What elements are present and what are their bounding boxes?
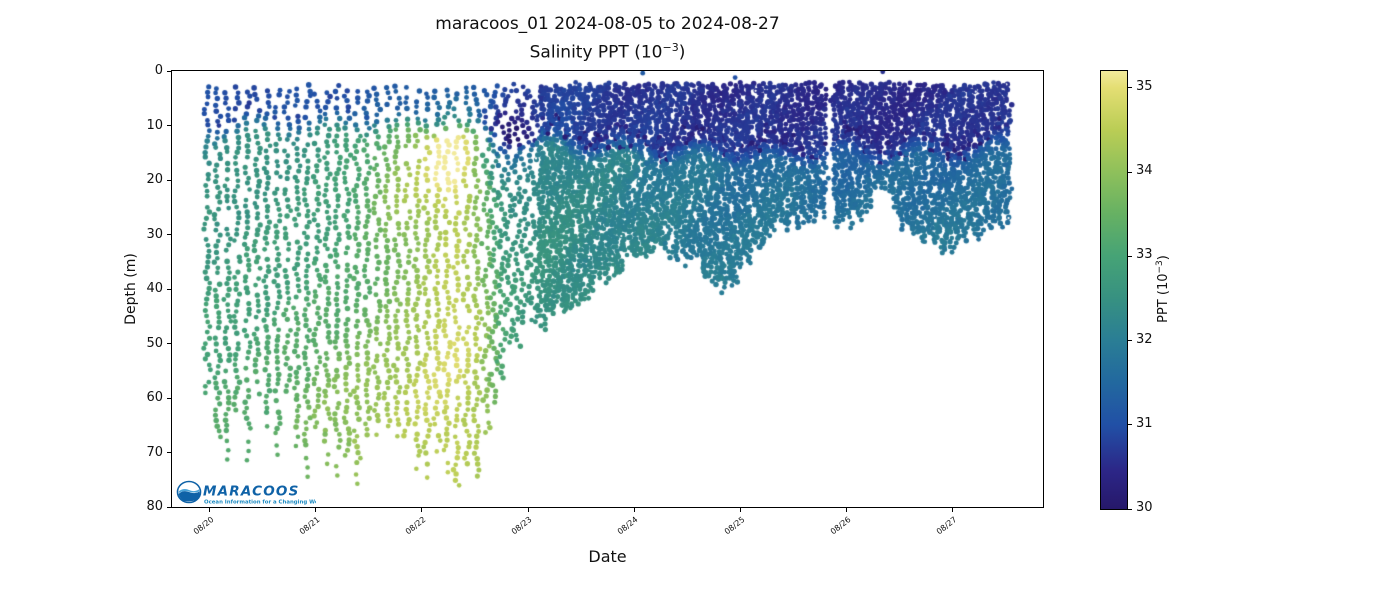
- colorbar-tick-label: 30: [1136, 500, 1153, 515]
- chart-title: maracoos_01 2024-08-05 to 2024-08-27: [172, 13, 1043, 36]
- y-tick-label: 60: [146, 390, 163, 405]
- colorbar-tick-label: 33: [1136, 247, 1153, 263]
- colorbar-tick-mark: [1128, 171, 1132, 173]
- maracoos-logo-tagline: Ocean Information for a Changing World: [204, 500, 316, 506]
- salinity-scatter-canvas: [172, 71, 1043, 507]
- y-tick-label: 10: [146, 117, 163, 133]
- colorbar-label-prefix: PPT (10: [1156, 273, 1172, 323]
- y-tick-label: 40: [146, 281, 163, 296]
- y-tick-mark: [167, 452, 171, 453]
- y-tick-mark: [167, 179, 171, 181]
- colorbar-tick-mark: [1128, 255, 1132, 257]
- x-tick-label: 08/27: [934, 515, 959, 537]
- y-tick-label: 70: [146, 444, 163, 460]
- maracoos-wave-icon: [176, 480, 202, 504]
- chart-subtitle-prefix: Salinity PPT (10: [529, 42, 663, 63]
- colorbar-tick-mark: [1128, 508, 1132, 510]
- y-tick-mark: [167, 125, 171, 126]
- colorbar-tick-mark: [1128, 424, 1132, 426]
- colorbar-label: PPT (10−3): [1155, 255, 1171, 323]
- y-tick-mark: [167, 506, 171, 508]
- maracoos-logo-text: MARACOOS: [203, 484, 300, 500]
- colorbar-label-suffix: ): [1156, 255, 1172, 261]
- chart-subtitle-exponent: −3: [662, 41, 679, 54]
- x-tick-mark: [740, 508, 741, 512]
- x-tick-mark: [952, 508, 954, 512]
- colorbar-tick-mark: [1128, 340, 1132, 342]
- chart-subtitle-suffix: ): [678, 42, 686, 63]
- maracoos-logo: MARACOOS Ocean Information for a Changin…: [176, 480, 316, 506]
- y-tick-label: 80: [146, 499, 163, 514]
- x-tick-mark: [315, 508, 317, 512]
- y-tick-label: 30: [146, 226, 163, 242]
- x-tick-label: 08/24: [616, 515, 640, 537]
- y-tick-mark: [167, 397, 171, 399]
- x-axis-label: Date: [588, 547, 627, 566]
- x-tick-label: 08/25: [722, 515, 747, 537]
- chart-title-text: maracoos_01 2024-08-05 to 2024-08-27: [435, 14, 780, 34]
- y-tick-label: 20: [146, 172, 163, 187]
- x-tick-label: 08/26: [828, 515, 853, 537]
- x-tick-label: 08/23: [509, 515, 534, 537]
- colorbar-tick-label: 34: [1136, 163, 1153, 179]
- colorbar: [1100, 70, 1128, 510]
- x-tick-mark: [846, 508, 848, 512]
- x-tick-label: 08/21: [297, 515, 322, 537]
- y-tick-mark: [167, 70, 171, 72]
- colorbar-tick-mark: [1128, 87, 1132, 89]
- x-tick-label: 08/22: [403, 515, 428, 537]
- colorbar-tick-label: 32: [1136, 331, 1153, 347]
- x-tick-mark: [527, 508, 529, 512]
- colorbar-label-exponent: −3: [1154, 260, 1165, 274]
- chart-subtitle: Salinity PPT (10−3): [172, 36, 1043, 65]
- x-tick-mark: [209, 508, 210, 512]
- y-tick-mark: [167, 343, 171, 344]
- chart-title-block: maracoos_01 2024-08-05 to 2024-08-27 Sal…: [172, 13, 1043, 65]
- y-tick-label: 50: [146, 335, 163, 351]
- colorbar-tick-label: 35: [1136, 78, 1153, 94]
- y-tick-label: 0: [154, 63, 163, 78]
- colorbar-tick-label: 31: [1136, 415, 1153, 431]
- x-tick-mark: [421, 508, 423, 512]
- x-tick-mark: [633, 508, 635, 512]
- plot-area: MARACOOS Ocean Information for a Changin…: [171, 70, 1044, 508]
- y-tick-mark: [167, 288, 171, 290]
- x-tick-label: 08/20: [191, 515, 216, 537]
- y-tick-mark: [167, 234, 171, 235]
